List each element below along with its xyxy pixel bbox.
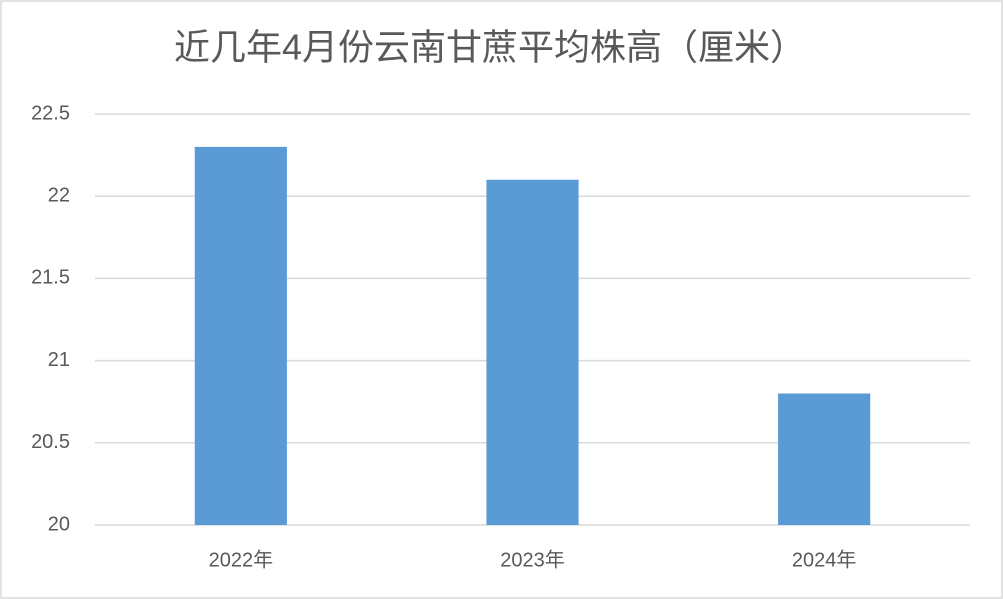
bar <box>194 146 287 525</box>
y-tick-label: 21.5 <box>31 267 70 289</box>
y-tick-label: 20 <box>48 513 70 535</box>
y-tick-label: 22 <box>48 184 70 206</box>
bar <box>486 179 579 525</box>
y-tick-label: 22.5 <box>31 102 70 124</box>
x-tick-label: 2023年 <box>500 548 565 571</box>
y-tick-label: 20.5 <box>31 431 70 453</box>
chart-title: 近几年4月份云南甘蔗平均株高（厘米） <box>174 27 806 68</box>
x-tick-label: 2024年 <box>792 548 857 571</box>
y-tick-label: 21 <box>48 349 70 371</box>
bar <box>778 393 871 525</box>
x-tick-label: 2022年 <box>209 548 274 571</box>
